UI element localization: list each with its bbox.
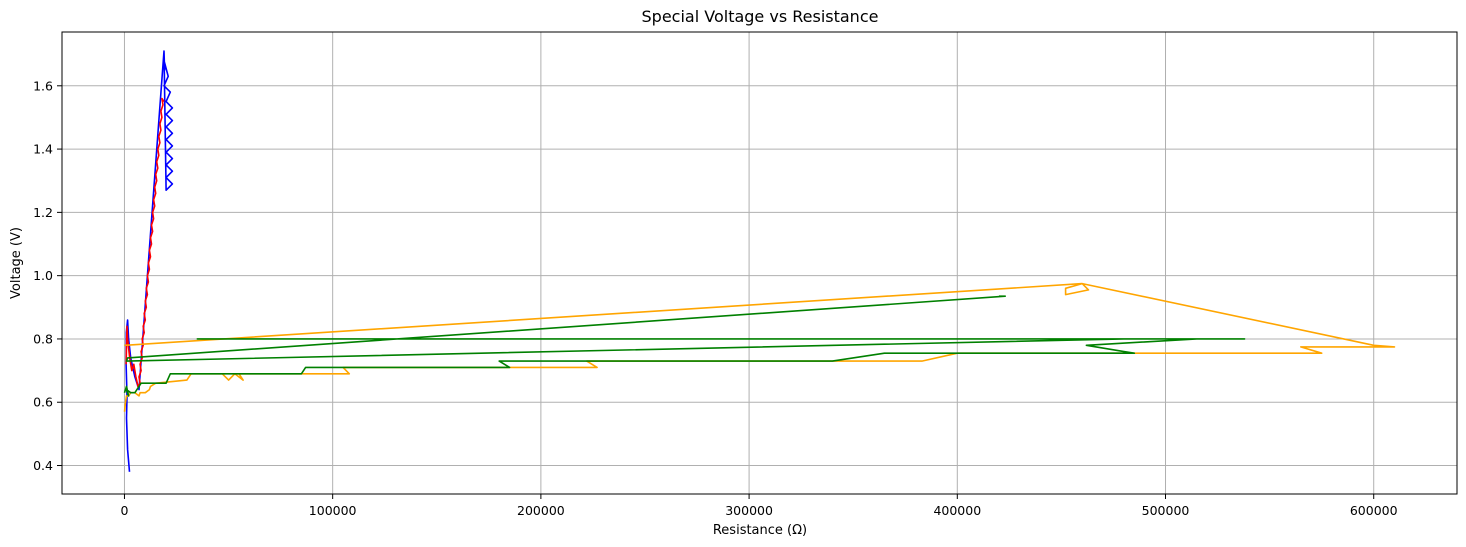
x-tick-label: 0: [120, 503, 128, 518]
x-axis-label: Resistance (Ω): [713, 523, 807, 538]
x-tick-label: 200000: [517, 503, 565, 518]
y-axis-label: Voltage (V): [9, 227, 24, 299]
x-tick-label: 600000: [1350, 503, 1398, 518]
series-layer: [123, 50, 1396, 472]
plot-frame: [61, 31, 1458, 495]
y-tick-label: 0.8: [33, 331, 53, 346]
x-tick-label: 300000: [725, 503, 773, 518]
x-tick-label: 100000: [309, 503, 357, 518]
y-axis: 0.4 0.6 0.8 1.0 1.2 1.4 1.6: [33, 78, 62, 473]
y-tick-label: 1.6: [33, 78, 53, 93]
x-axis: 0 100000 200000 300000 400000 500000 600000: [120, 494, 1398, 518]
y-tick-label: 1.4: [33, 142, 53, 157]
grid-lines: [62, 32, 1457, 494]
x-tick-label: 500000: [1142, 503, 1190, 518]
y-tick-label: 0.4: [33, 458, 53, 473]
y-tick-label: 1.2: [33, 205, 53, 220]
series-line-orange: [123, 282, 1396, 412]
y-tick-label: 0.6: [33, 395, 53, 410]
chart-title: Special Voltage vs Resistance: [642, 7, 879, 26]
series-line-red: [125, 97, 165, 388]
series-line-green: [123, 295, 1246, 397]
y-tick-label: 1.0: [33, 268, 53, 283]
x-tick-label: 400000: [933, 503, 981, 518]
